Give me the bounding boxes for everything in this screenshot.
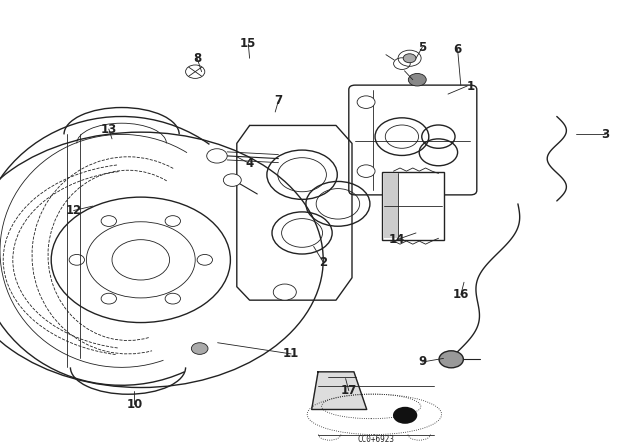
Circle shape xyxy=(403,54,416,63)
Text: 4: 4 xyxy=(246,157,253,170)
Text: 6: 6 xyxy=(454,43,461,56)
Text: 3: 3 xyxy=(601,128,609,141)
Text: 13: 13 xyxy=(100,122,117,136)
Text: 17: 17 xyxy=(340,384,357,397)
FancyBboxPatch shape xyxy=(384,173,398,238)
Circle shape xyxy=(273,284,296,300)
Circle shape xyxy=(191,343,208,354)
Circle shape xyxy=(357,96,375,108)
Text: 5: 5 xyxy=(419,40,426,54)
Text: 7: 7 xyxy=(275,94,282,108)
Text: CC0+6923: CC0+6923 xyxy=(357,435,394,444)
Text: 16: 16 xyxy=(452,288,469,302)
FancyBboxPatch shape xyxy=(349,85,477,195)
Circle shape xyxy=(393,407,417,424)
Text: 15: 15 xyxy=(240,37,257,51)
Text: 8: 8 xyxy=(193,52,201,65)
Text: 9: 9 xyxy=(419,355,426,369)
Circle shape xyxy=(223,174,241,186)
Text: 14: 14 xyxy=(388,233,405,246)
Text: 2: 2 xyxy=(319,255,327,269)
Text: 1: 1 xyxy=(467,79,474,93)
Text: 10: 10 xyxy=(126,397,143,411)
FancyBboxPatch shape xyxy=(382,172,444,240)
Circle shape xyxy=(408,73,426,86)
Circle shape xyxy=(357,165,375,177)
Text: 11: 11 xyxy=(283,347,300,361)
Circle shape xyxy=(207,149,227,163)
Circle shape xyxy=(439,351,463,368)
Polygon shape xyxy=(312,372,367,409)
Text: 12: 12 xyxy=(65,204,82,217)
Circle shape xyxy=(186,65,205,78)
